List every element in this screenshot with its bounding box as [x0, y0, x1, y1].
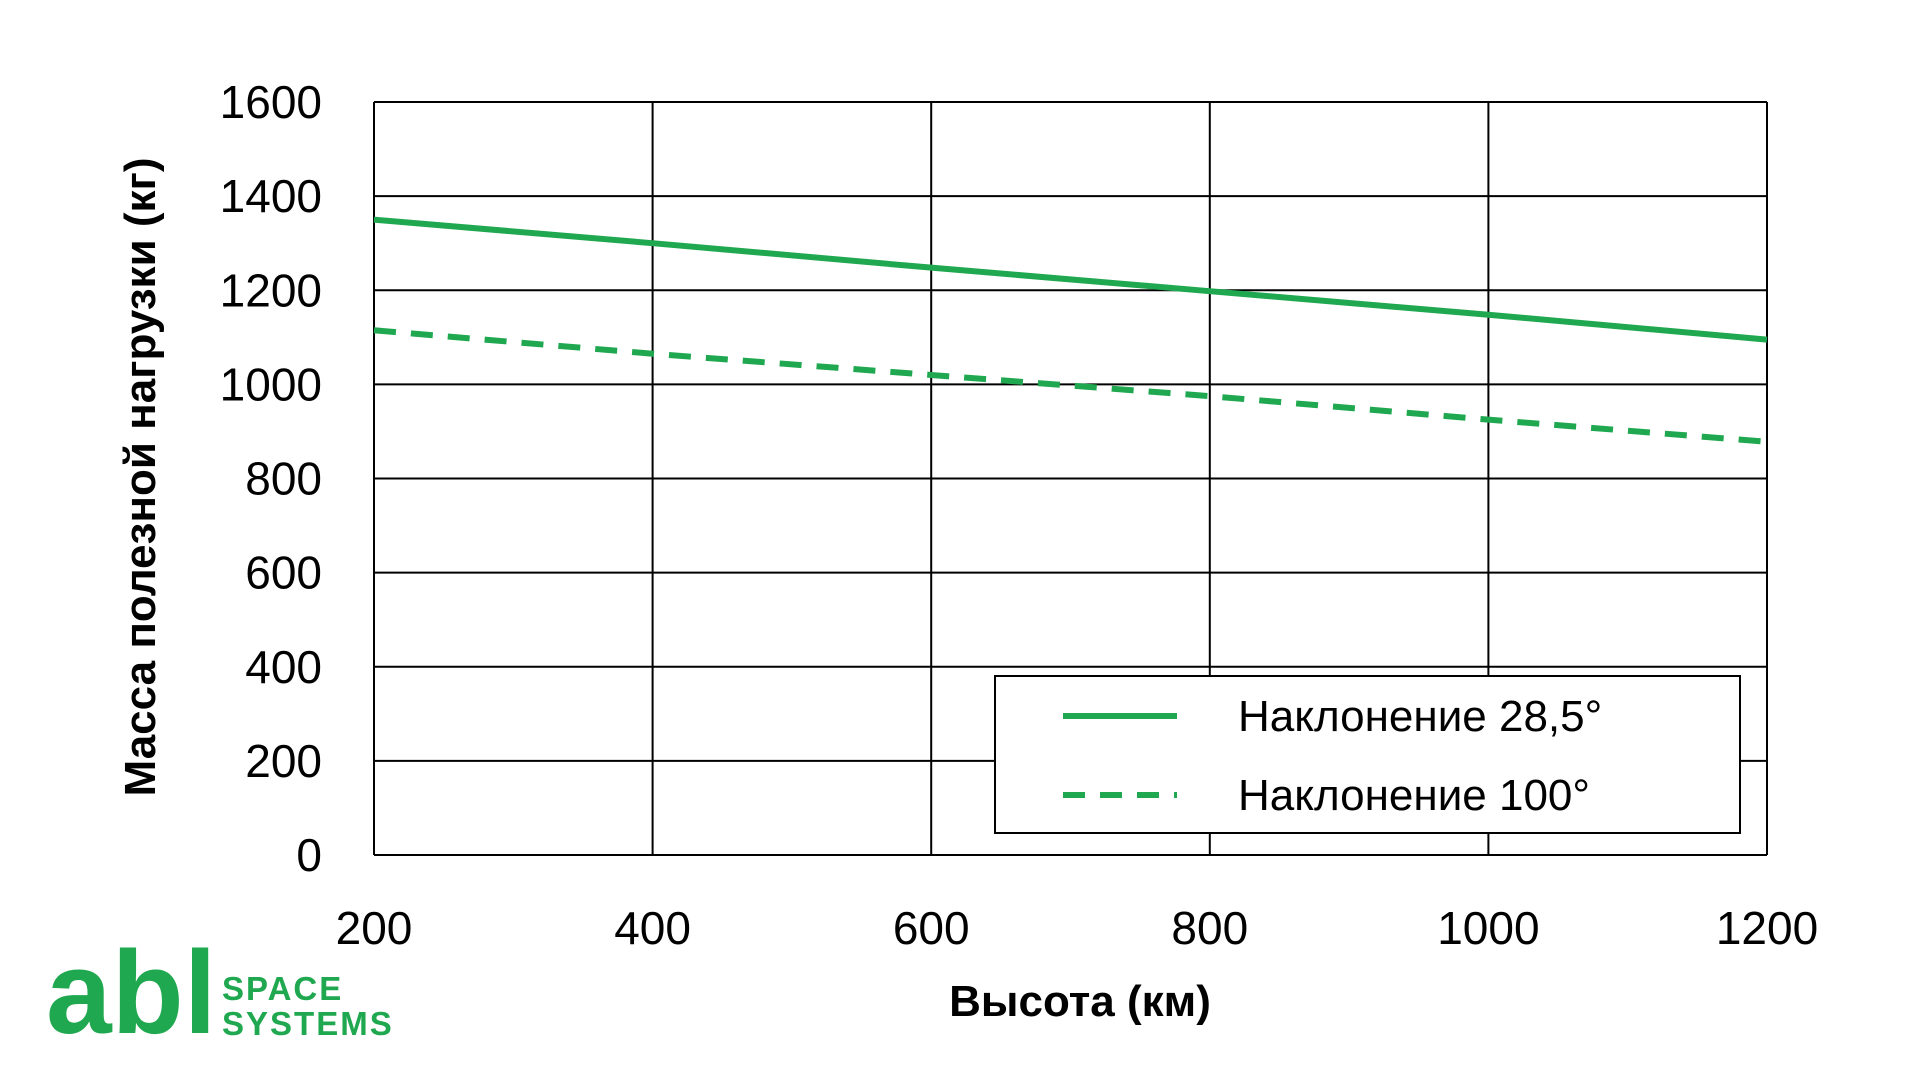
- x-tick-label: 400: [614, 902, 691, 954]
- y-axis-title: Масса полезной нагрузки (кг): [116, 157, 165, 796]
- legend: Наклонение 28,5° Наклонение 100°: [994, 675, 1741, 834]
- y-tick-labels: 0 200 400 600 800 1000 1200 1400 1600: [220, 76, 322, 881]
- y-tick-label: 1400: [220, 170, 322, 222]
- x-axis-title: Высота (км): [949, 977, 1211, 1026]
- series-lines: [373, 216, 1768, 445]
- y-tick-label: 1600: [220, 76, 322, 128]
- y-tick-label: 1200: [220, 264, 322, 316]
- y-tick-label: 600: [245, 547, 322, 599]
- series-line-inclination-100: [373, 327, 1768, 445]
- x-tick-label: 1200: [1716, 902, 1818, 954]
- y-tick-label: 1000: [220, 358, 322, 410]
- logo-wordmark: abl: [46, 927, 217, 1059]
- legend-label-28-5: Наклонение 28,5°: [1238, 692, 1602, 741]
- series-line-inclination-28-5: [373, 216, 1768, 343]
- x-tick-label: 1000: [1437, 902, 1539, 954]
- x-tick-label: 600: [893, 902, 970, 954]
- abl-space-systems-logo: abl SPACE SYSTEMS: [46, 927, 394, 1059]
- logo-line-space: SPACE: [222, 970, 343, 1007]
- y-tick-label: 0: [296, 829, 322, 881]
- x-tick-label: 800: [1171, 902, 1248, 954]
- y-tick-label: 800: [245, 453, 322, 505]
- logo-line-systems: SYSTEMS: [222, 1005, 394, 1042]
- legend-box: [994, 675, 1741, 834]
- x-tick-labels: 200 400 600 800 1000 1200: [336, 902, 1819, 954]
- y-tick-label: 400: [245, 641, 322, 693]
- y-tick-label: 200: [245, 735, 322, 787]
- legend-label-100: Наклонение 100°: [1238, 771, 1590, 820]
- x-tick-label: 200: [336, 902, 413, 954]
